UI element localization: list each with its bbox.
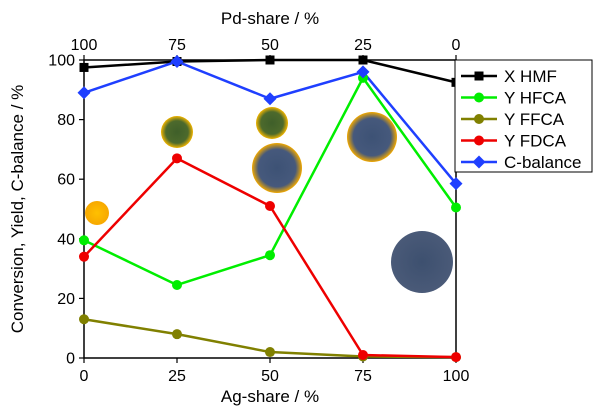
x-tick-label: 25 (168, 368, 186, 385)
y-tick-label: 60 (57, 172, 75, 189)
top-tick-label: 25 (354, 37, 372, 54)
particle-blue-1 (252, 143, 302, 193)
data-point-y-fdca (172, 153, 182, 164)
data-point-y-ffca (79, 314, 89, 325)
data-point-y-fdca (79, 251, 89, 262)
particle-dark (391, 231, 453, 293)
legend-swatch-marker (474, 92, 484, 103)
legend-label: Y FFCA (504, 110, 565, 129)
data-point-y-hfca (172, 279, 182, 290)
x-tick-label: 0 (80, 368, 89, 385)
top-axis-title: Pd-share / % (221, 9, 319, 28)
data-point-y-ffca (172, 329, 182, 340)
y-tick-label: 40 (57, 231, 75, 248)
legend-item-x-hmf: X HMF (461, 67, 557, 86)
data-point-x-hmf (358, 55, 368, 65)
data-point-y-hfca (451, 202, 461, 213)
legend-label: Y HFCA (504, 89, 567, 108)
x-tick-label: 50 (261, 368, 279, 385)
data-point-x-hmf (79, 62, 89, 72)
legend-item-y-hfca: Y HFCA (461, 89, 567, 108)
y-tick-label: 20 (57, 291, 75, 308)
y-tick-label: 100 (48, 53, 75, 70)
top-tick-label: 50 (261, 37, 279, 54)
particle-green-2 (256, 107, 288, 139)
legend-swatch-marker (474, 71, 484, 81)
data-point-c-balance (77, 86, 91, 100)
particle-gold (85, 201, 109, 225)
data-point-c-balance (356, 65, 370, 79)
data-point-x-hmf (265, 55, 275, 65)
data-point-y-fdca (358, 350, 368, 361)
x-tick-label: 75 (354, 368, 372, 385)
legend-item-c-balance: C-balance (461, 153, 582, 172)
data-point-c-balance (263, 92, 277, 106)
y-tick-label: 0 (66, 351, 75, 368)
x-axis-title: Ag-share / % (221, 387, 319, 406)
data-point-y-fdca (265, 201, 275, 212)
data-point-y-hfca (265, 250, 275, 261)
legend-item-y-ffca: Y FFCA (461, 110, 565, 129)
legend-item-y-fdca: Y FDCA (461, 132, 567, 151)
top-tick-label: 0 (452, 37, 461, 54)
top-tick-label: 75 (168, 37, 186, 54)
series-markers (77, 54, 463, 363)
legend: X HMF Y HFCA Y FFCA Y FDCA C-balance (454, 59, 593, 173)
data-point-y-hfca (79, 235, 89, 246)
data-point-y-fdca (451, 352, 461, 363)
legend-label: X HMF (504, 67, 557, 86)
particle-green-1 (161, 116, 193, 148)
legend-swatch-marker (474, 114, 484, 124)
particle-blue-2 (347, 112, 397, 162)
legend-swatch-marker (474, 135, 484, 146)
y-axis-title: Conversion, Yield, C-balance / % (8, 85, 27, 334)
data-point-c-balance (449, 177, 463, 191)
data-point-y-ffca (265, 347, 275, 358)
top-tick-label: 100 (71, 37, 98, 54)
particle-decorations (85, 107, 453, 293)
data-point-c-balance (170, 54, 184, 68)
legend-label: C-balance (504, 153, 582, 172)
legend-label: Y FDCA (504, 132, 567, 151)
x-tick-label: 100 (443, 368, 470, 385)
y-tick-label: 80 (57, 112, 75, 129)
legend-swatch-marker (472, 155, 486, 169)
